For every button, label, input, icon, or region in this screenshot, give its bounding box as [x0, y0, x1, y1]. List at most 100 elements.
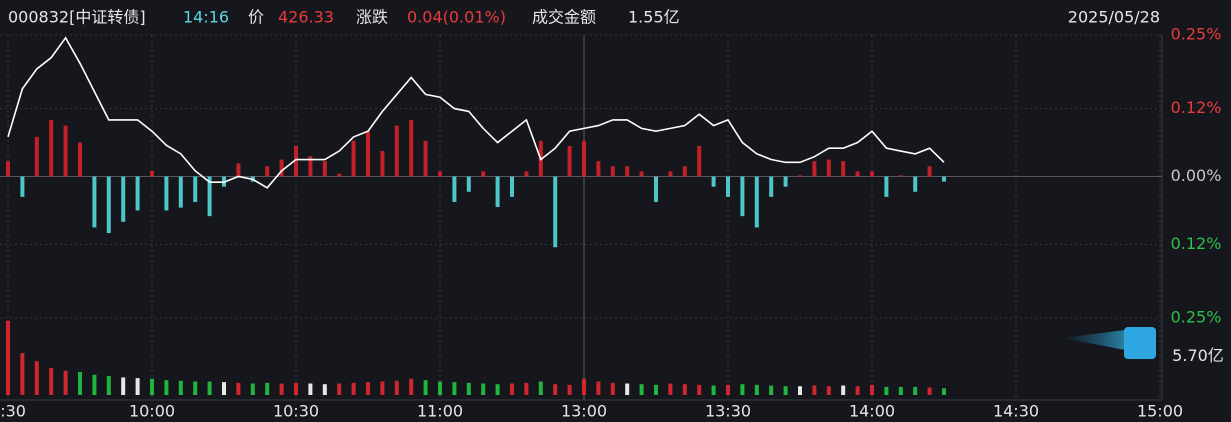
- histogram-bar: [121, 176, 126, 222]
- histogram-bar: [826, 159, 831, 177]
- histogram-bar: [567, 145, 572, 177]
- histogram-bar: [783, 176, 788, 187]
- y-tick-label: 0.00%: [1171, 166, 1222, 185]
- histogram-bar: [927, 166, 932, 177]
- volume-bar: [20, 353, 25, 395]
- volume-bar: [380, 381, 385, 395]
- decoration: [1062, 327, 1156, 359]
- histogram-bar: [294, 145, 298, 177]
- histogram-bar: [754, 176, 759, 228]
- x-tick-label: 10:00: [129, 402, 175, 421]
- volume-bar: [265, 382, 270, 395]
- volume-bar: [610, 382, 615, 395]
- volume-bar: [798, 386, 802, 395]
- volume-bar: [49, 367, 54, 395]
- volume-bar: [481, 383, 486, 395]
- volume-bar: [870, 384, 874, 395]
- y-tick-label: 0.12%: [1171, 234, 1222, 253]
- volume-bar: [135, 378, 140, 395]
- histogram-bar: [481, 171, 486, 177]
- histogram-bar: [553, 176, 558, 248]
- x-tick-label: 9:30: [0, 402, 26, 421]
- histogram-bar: [366, 131, 370, 177]
- volume-bar: [913, 386, 918, 395]
- histogram-bar: [236, 163, 241, 177]
- volume-bar: [898, 386, 903, 395]
- volume-bar: [394, 380, 399, 395]
- histogram-bar: [164, 176, 169, 211]
- volume-bar: [740, 384, 745, 395]
- histogram-bar: [63, 125, 68, 177]
- x-tick-label: 11:00: [417, 402, 463, 421]
- histogram-bar: [438, 171, 442, 177]
- volume-bar: [524, 382, 529, 395]
- volume-bar: [92, 374, 97, 395]
- histogram-bar: [150, 170, 154, 177]
- histogram-bar: [610, 166, 615, 177]
- volume-bar: [250, 383, 255, 395]
- volume-bar: [538, 381, 543, 395]
- volume-bar: [294, 382, 298, 395]
- histogram-bar: [135, 176, 140, 211]
- volume-bar: [654, 384, 658, 395]
- code: 000832[中证转债]: [8, 8, 146, 27]
- volume-bar: [452, 382, 457, 395]
- histogram-bar: [92, 176, 97, 228]
- volume-bar: [826, 386, 831, 395]
- volume-bar: [841, 385, 846, 395]
- histogram-bar: [697, 145, 702, 177]
- histogram-bar: [884, 176, 889, 197]
- histogram-bar: [106, 176, 111, 234]
- volume-bar: [193, 381, 198, 395]
- volume-bar: [697, 384, 702, 395]
- histogram-bar: [769, 176, 774, 197]
- price-label: 价: [248, 8, 264, 27]
- date: 2025/05/28: [1068, 8, 1160, 27]
- histogram-bar: [870, 171, 874, 177]
- volume-bar: [495, 384, 500, 395]
- volume-bar: [639, 384, 644, 395]
- histogram-bar: [34, 136, 39, 177]
- volume-bar: [668, 383, 673, 395]
- x-tick-label: 15:00: [1137, 402, 1183, 421]
- volume-bar: [279, 383, 284, 395]
- volume-bar: [351, 382, 356, 395]
- volume-bar: [812, 385, 817, 395]
- volume-bar: [423, 380, 428, 395]
- histogram-bar: [711, 176, 716, 187]
- volume-bar: [150, 378, 154, 395]
- histogram-bar: [409, 119, 414, 177]
- volume-tick-label: 5.70亿: [1172, 346, 1224, 365]
- histogram-bar: [322, 161, 327, 177]
- volume-bar: [337, 383, 342, 395]
- histogram-bar: [394, 125, 399, 177]
- histogram-bar: [20, 176, 25, 197]
- histogram-bar: [812, 161, 817, 177]
- x-tick-label: 10:30: [273, 402, 319, 421]
- volume-bar: [106, 376, 111, 395]
- volume-bar: [942, 388, 946, 395]
- volume-bar: [553, 384, 558, 395]
- histogram-bar: [524, 171, 529, 177]
- histogram-bar: [668, 171, 673, 177]
- volume-bar: [927, 387, 932, 395]
- y-tick-label: 0.25%: [1171, 308, 1222, 327]
- volume-bar: [207, 381, 212, 395]
- volume-bar: [567, 384, 572, 395]
- time: 14:16: [183, 8, 229, 27]
- volume-bar: [438, 381, 442, 395]
- volume-bar: [769, 385, 774, 395]
- change-label: 涨跌: [356, 8, 388, 27]
- volume-bar: [63, 370, 68, 395]
- price: 426.33: [278, 8, 334, 27]
- histogram-bar: [726, 176, 730, 197]
- volume-bar: [164, 380, 169, 395]
- volume-bar: [409, 378, 414, 395]
- histogram-bar: [510, 176, 514, 197]
- histogram-bar: [682, 166, 687, 177]
- histogram-bar: [452, 176, 457, 202]
- histogram-bar: [740, 176, 745, 217]
- volume-bar: [726, 384, 730, 395]
- volume-bar: [121, 377, 126, 395]
